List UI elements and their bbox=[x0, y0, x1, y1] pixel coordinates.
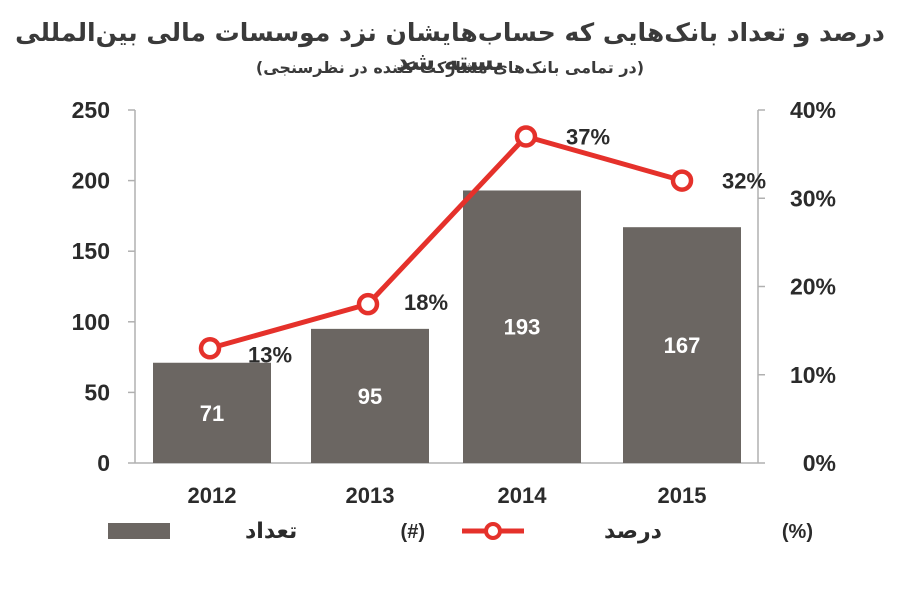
line-point bbox=[198, 337, 222, 360]
left-tick-label: 50 bbox=[84, 379, 110, 405]
bar-value-label: 193 bbox=[504, 315, 541, 340]
line-value-label: 13% bbox=[248, 342, 292, 367]
bar-value-label: 95 bbox=[358, 384, 382, 409]
legend-line-label: درصد bbox=[604, 518, 662, 543]
chart-title: درصد و تعداد بانک‌هایی که حساب‌هایشان نز… bbox=[15, 18, 885, 76]
line-point bbox=[514, 125, 538, 148]
line-point bbox=[356, 292, 380, 316]
right-tick-label: 10% bbox=[790, 362, 836, 388]
line-value-label: 37% bbox=[566, 124, 610, 149]
legend-bar-swatch bbox=[108, 523, 170, 539]
x-tick-label: 2015 bbox=[658, 483, 707, 508]
bar bbox=[463, 190, 581, 463]
axes: 0 50 100 150 200 250 0% 10% 20% 30% 40% 2012 2013 201… bbox=[72, 97, 836, 508]
right-tick-label: 0% bbox=[803, 450, 836, 476]
x-tick-label: 2012 bbox=[188, 483, 237, 508]
chart-subtitle: (در تمامی بانک‌های مشارکت کننده در نظرسن… bbox=[255, 58, 645, 77]
x-tick-label: 2013 bbox=[346, 483, 395, 508]
left-tick-label: 100 bbox=[72, 309, 110, 335]
right-tick-label: 20% bbox=[790, 274, 836, 300]
bar bbox=[153, 362, 271, 463]
line-value-label: 32% bbox=[722, 169, 766, 194]
percent-line bbox=[209, 133, 683, 351]
bar-value-label: 167 bbox=[664, 333, 701, 358]
legend-line-unit: (%) bbox=[782, 521, 813, 543]
legend-bar-label: تعداد bbox=[245, 518, 297, 543]
legend: تعداد (#) درصد (%) bbox=[108, 518, 813, 543]
left-tick-label: 0 bbox=[97, 450, 110, 476]
x-tick-label: 2014 bbox=[498, 483, 548, 508]
left-tick-label: 200 bbox=[72, 168, 110, 194]
bar bbox=[623, 227, 741, 463]
right-tick-label: 30% bbox=[790, 185, 836, 211]
left-tick-label: 250 bbox=[72, 97, 110, 123]
line-value-label: 18% bbox=[404, 290, 448, 315]
left-tick-label: 150 bbox=[72, 238, 110, 264]
legend-line-marker bbox=[484, 522, 502, 540]
line-series: 13% 18% 37% 32% bbox=[198, 124, 766, 367]
bar-series: 71 95 193 167 bbox=[153, 190, 741, 463]
legend-bar-unit: (#) bbox=[401, 521, 425, 543]
bar bbox=[311, 328, 429, 463]
bar-value-label: 71 bbox=[200, 401, 224, 426]
right-tick-label: 40% bbox=[790, 97, 836, 123]
line-point bbox=[670, 169, 694, 192]
